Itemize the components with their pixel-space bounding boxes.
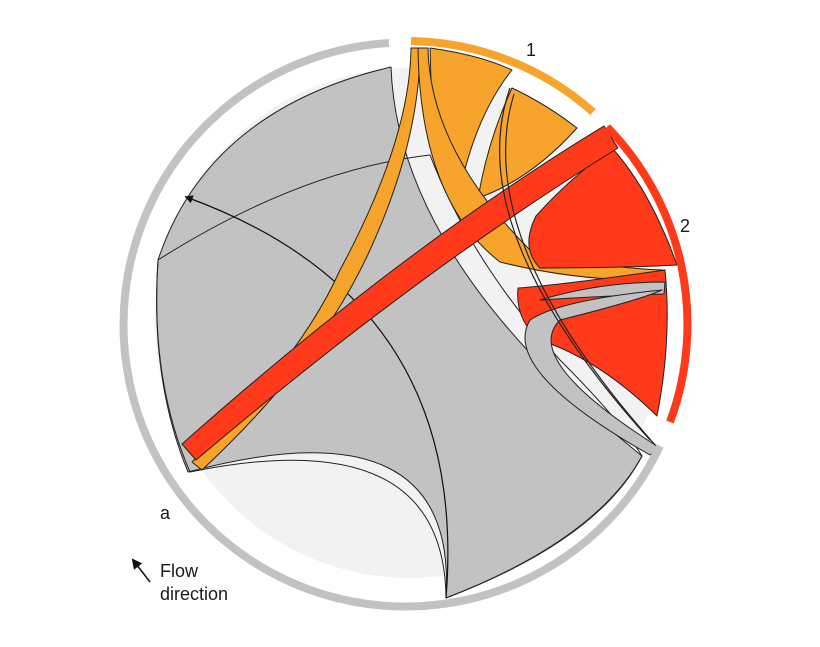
group-label-2: 2 [680, 216, 690, 236]
ribbon-1-to-a [191, 47, 421, 471]
ribbon-1-to-2-thin [499, 87, 651, 441]
group-label-a: a [160, 503, 171, 523]
arrow-icon [131, 558, 151, 583]
ribbon-a-to-a-large [156, 66, 643, 599]
ribbon-1-to-2-thin-b [504, 93, 657, 447]
group-label-1: 1 [526, 40, 536, 60]
ribbon-2-to-1 [539, 281, 666, 301]
legend: Flow direction [131, 558, 228, 604]
arrow-flow-line [184, 195, 449, 599]
ribbon-2-to-a-thin [524, 289, 663, 456]
legend-line-2: direction [160, 584, 228, 604]
ribbon-a-to-a-small [156, 154, 643, 599]
ribbon-2-to-a [181, 125, 619, 461]
group-arc-a [119, 39, 664, 611]
group-arc-2 [604, 124, 692, 424]
legend-line-1: Flow [160, 561, 199, 581]
ribbon-2-self-a [528, 147, 678, 269]
group-arc-1 [410, 37, 596, 115]
